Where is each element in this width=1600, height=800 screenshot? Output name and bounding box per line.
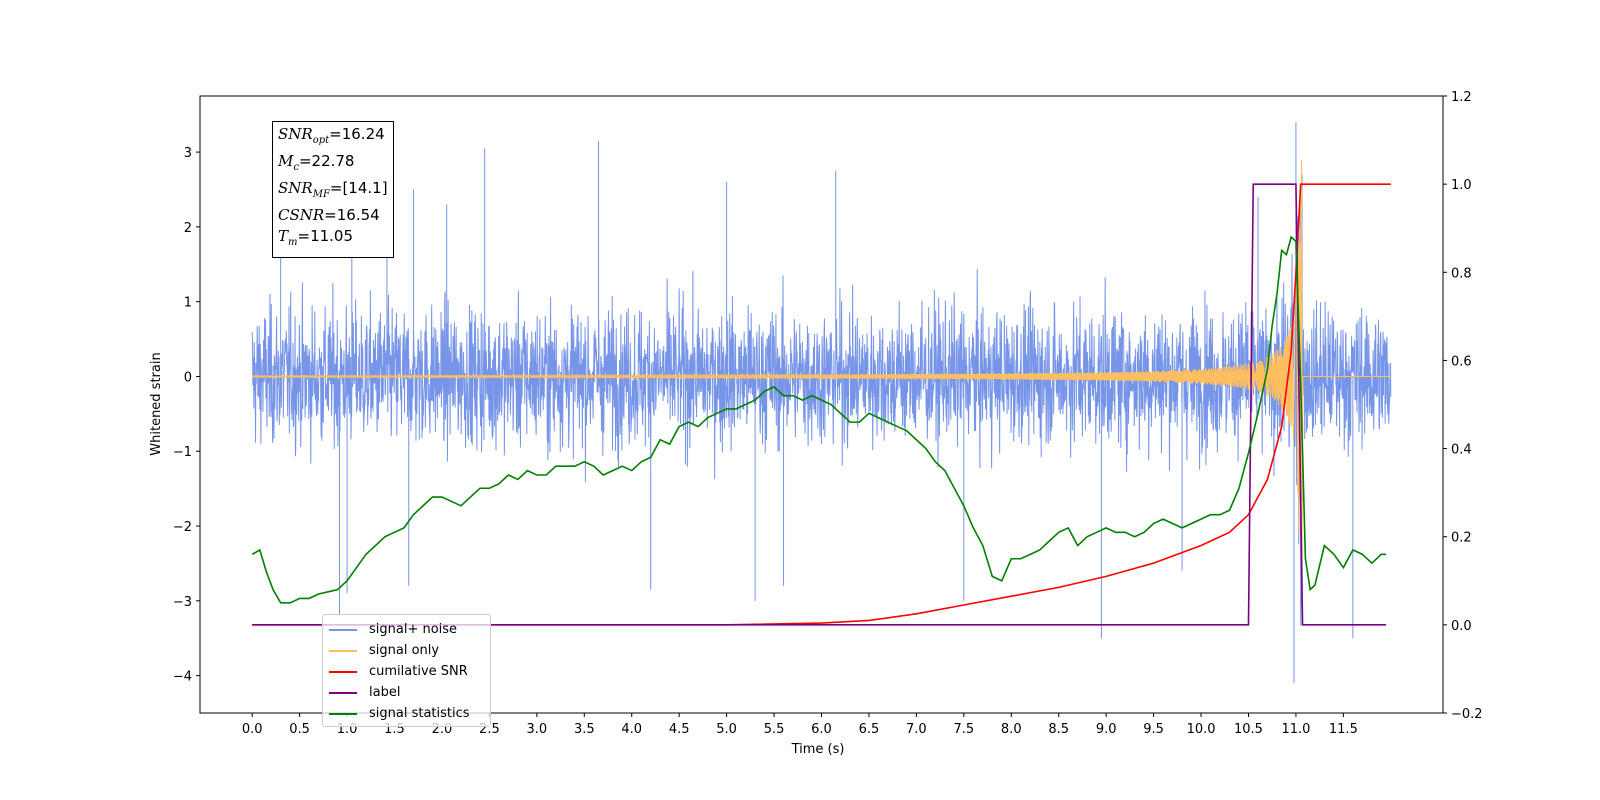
snr-mf-value: =[14.1] bbox=[329, 179, 388, 197]
snr-opt-value: =16.24 bbox=[329, 125, 385, 143]
y-axis-right: 1.2 1.0 0.8 0.6 0.4 0.2 0.0 −0.2 bbox=[1443, 90, 1483, 722]
legend-label: signal only bbox=[369, 643, 440, 658]
tm-value: =11.05 bbox=[297, 227, 354, 245]
y2-tick-label: 0.0 bbox=[1451, 619, 1472, 634]
x-tick-label: 7.0 bbox=[906, 722, 927, 737]
y-tick-label: 1 bbox=[184, 296, 192, 311]
y2-tick-label: 0.8 bbox=[1451, 266, 1472, 281]
y2-tick-label: 0.6 bbox=[1451, 354, 1472, 369]
y-tick-label: −2 bbox=[173, 520, 192, 535]
csnr-row: CSNR=16.54 bbox=[278, 206, 380, 224]
legend-label: signal statistics bbox=[369, 706, 470, 721]
legend-entry: signal+ noise bbox=[329, 619, 484, 640]
x-tick-label: 10.5 bbox=[1234, 722, 1263, 737]
x-tick-label: 6.5 bbox=[859, 722, 880, 737]
x-tick-label: 4.5 bbox=[669, 722, 690, 737]
series-layer bbox=[251, 122, 1392, 684]
x-axis-label: Time (s) bbox=[791, 742, 845, 757]
legend-swatch bbox=[329, 691, 357, 694]
y-axis-left: 3 2 1 0 −1 −2 −3 −4 bbox=[173, 146, 200, 685]
legend-entry: signal statistics bbox=[329, 703, 484, 724]
x-tick-label: 0.0 bbox=[242, 722, 263, 737]
x-tick-label: 10.0 bbox=[1187, 722, 1216, 737]
y2-tick-label: 0.4 bbox=[1451, 443, 1472, 458]
legend-entry: label bbox=[329, 682, 484, 703]
snr-mf-row: SNRMF=[14.1] bbox=[278, 179, 388, 200]
y2-tick-label: −0.2 bbox=[1451, 707, 1483, 722]
x-tick-label: 6.0 bbox=[811, 722, 832, 737]
legend-label: cumilative SNR bbox=[369, 664, 468, 679]
legend-label: signal+ noise bbox=[369, 622, 458, 637]
y-tick-label: 3 bbox=[184, 146, 192, 161]
x-tick-label: 11.0 bbox=[1281, 722, 1310, 737]
series-cumulative-snr bbox=[252, 183, 1391, 626]
x-tick-label: 5.5 bbox=[764, 722, 785, 737]
series-signal-statistics bbox=[251, 235, 1387, 604]
x-tick-label: 0.5 bbox=[289, 722, 310, 737]
snr-opt-row: SNRopt=16.24 bbox=[278, 125, 385, 146]
tm-row: Tm=11.05 bbox=[278, 227, 354, 248]
legend-swatch bbox=[329, 628, 357, 631]
legend-swatch bbox=[329, 712, 357, 715]
y2-tick-label: 1.0 bbox=[1451, 178, 1472, 193]
series-label bbox=[252, 183, 1387, 626]
csnr-value: =16.54 bbox=[324, 206, 380, 224]
x-tick-label: 4.0 bbox=[621, 722, 642, 737]
legend-swatch bbox=[329, 670, 357, 673]
legend-swatch bbox=[329, 649, 357, 652]
y-tick-label: −3 bbox=[173, 595, 192, 610]
y2-tick-label: 0.2 bbox=[1451, 531, 1472, 546]
x-tick-label: 11.5 bbox=[1329, 722, 1358, 737]
x-tick-label: 8.0 bbox=[1001, 722, 1022, 737]
legend: signal+ noise signal only cumilative SNR… bbox=[322, 614, 491, 727]
y-tick-label: 0 bbox=[184, 370, 192, 385]
x-tick-label: 3.0 bbox=[526, 722, 547, 737]
y-axis-label: Whitened strain bbox=[149, 352, 164, 455]
x-tick-label: 3.5 bbox=[574, 722, 595, 737]
x-tick-label: 9.5 bbox=[1143, 722, 1164, 737]
mc-row: Mc=22.78 bbox=[278, 152, 355, 173]
y-tick-label: −4 bbox=[173, 670, 192, 685]
mc-value: =22.78 bbox=[298, 152, 355, 170]
x-tick-label: 9.0 bbox=[1096, 722, 1117, 737]
annotation-box: SNRopt=16.24 Mc=22.78 SNRMF=[14.1] CSNR=… bbox=[272, 121, 394, 258]
y-tick-label: 2 bbox=[184, 221, 192, 236]
legend-entry: cumilative SNR bbox=[329, 661, 484, 682]
x-axis: 0.0 0.5 1.0 1.5 2.0 2.5 3.0 3.5 4.0 4.5 5.0 5.5 6.0 6… bbox=[242, 713, 1358, 737]
series-signal-only bbox=[251, 159, 1391, 583]
legend-label: label bbox=[369, 685, 401, 700]
y-tick-label: −1 bbox=[173, 445, 192, 460]
x-tick-label: 7.5 bbox=[953, 722, 974, 737]
x-tick-label: 8.5 bbox=[1048, 722, 1069, 737]
x-tick-label: 5.0 bbox=[716, 722, 737, 737]
y2-tick-label: 1.2 bbox=[1451, 90, 1472, 105]
legend-entry: signal only bbox=[329, 640, 484, 661]
